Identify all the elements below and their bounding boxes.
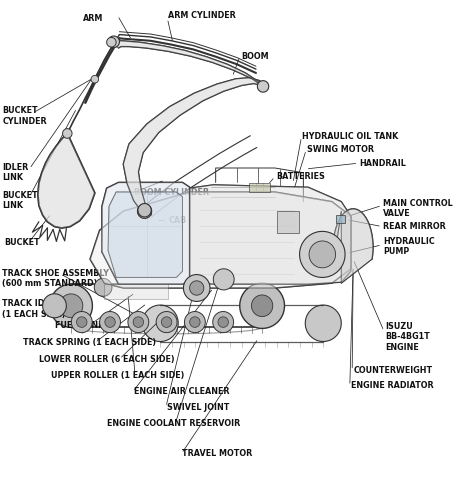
Polygon shape [190, 281, 204, 295]
Text: ENGINE COOLANT RESERVOIR: ENGINE COOLANT RESERVOIR [107, 419, 240, 428]
Polygon shape [91, 75, 99, 83]
Text: TRACK SPRING (1 EACH SIDE): TRACK SPRING (1 EACH SIDE) [23, 338, 156, 347]
Polygon shape [240, 283, 284, 328]
Polygon shape [105, 317, 115, 327]
Polygon shape [128, 312, 149, 333]
Text: LOWER ROLLER (6 EACH SIDE): LOWER ROLLER (6 EACH SIDE) [39, 355, 174, 363]
Polygon shape [249, 183, 270, 192]
Polygon shape [94, 278, 112, 296]
Polygon shape [162, 317, 172, 327]
Polygon shape [102, 182, 190, 284]
Text: SWIVEL JOINT: SWIVEL JOINT [167, 403, 229, 411]
Text: MAIN CONTROL
VALVE: MAIN CONTROL VALVE [383, 199, 453, 218]
Polygon shape [336, 215, 345, 223]
Text: REAR MIRROR: REAR MIRROR [383, 222, 446, 231]
Polygon shape [142, 305, 178, 341]
Polygon shape [43, 294, 66, 318]
Text: IDLER
LINK: IDLER LINK [2, 163, 28, 182]
Text: SWING MOTOR: SWING MOTOR [307, 145, 374, 154]
Polygon shape [300, 231, 345, 277]
Polygon shape [305, 305, 341, 341]
Text: TRACK IDLER
(1 EACH SIDE): TRACK IDLER (1 EACH SIDE) [2, 300, 66, 319]
Polygon shape [133, 317, 144, 327]
Text: BATTERIES: BATTERIES [276, 172, 325, 181]
Text: ENGINE RADIATOR: ENGINE RADIATOR [351, 382, 433, 390]
Polygon shape [138, 204, 151, 217]
Text: BOOM CYLINDER: BOOM CYLINDER [134, 189, 209, 197]
Polygon shape [63, 129, 72, 138]
Polygon shape [50, 284, 92, 327]
Text: ARM: ARM [83, 14, 103, 23]
Text: BOOM: BOOM [241, 52, 268, 61]
Polygon shape [59, 294, 83, 318]
Polygon shape [137, 204, 152, 218]
Polygon shape [190, 185, 351, 284]
Text: BUCKET
LINK: BUCKET LINK [2, 191, 38, 210]
Polygon shape [108, 192, 182, 277]
Polygon shape [213, 269, 234, 290]
Polygon shape [218, 317, 228, 327]
Polygon shape [104, 284, 168, 299]
Polygon shape [213, 312, 234, 333]
Text: UPPER ROLLER (1 EACH SIDE): UPPER ROLLER (1 EACH SIDE) [51, 371, 184, 380]
Polygon shape [257, 81, 269, 92]
Polygon shape [123, 78, 265, 215]
Polygon shape [100, 312, 120, 333]
Text: ISUZU
BB-4BG1T
ENGINE: ISUZU BB-4BG1T ENGINE [385, 322, 429, 352]
Polygon shape [252, 295, 273, 316]
Polygon shape [111, 41, 265, 88]
Text: CAB: CAB [168, 216, 187, 225]
Text: BUCKET: BUCKET [5, 239, 40, 247]
Text: HYDRAULIC
PUMP: HYDRAULIC PUMP [383, 237, 435, 256]
Polygon shape [277, 211, 299, 233]
Text: BUCKET
CYLINDER: BUCKET CYLINDER [2, 107, 47, 126]
Text: HYDRAULIC OIL TANK: HYDRAULIC OIL TANK [302, 132, 399, 141]
Polygon shape [38, 133, 95, 228]
Polygon shape [333, 209, 373, 283]
Polygon shape [90, 192, 351, 288]
Polygon shape [72, 312, 92, 333]
Text: HANDRAIL: HANDRAIL [359, 159, 406, 168]
Text: TRAVEL MOTOR: TRAVEL MOTOR [182, 449, 253, 458]
Polygon shape [183, 275, 210, 301]
Text: TRACK SHOE ASSEMBLY
(600 mm STANDARD): TRACK SHOE ASSEMBLY (600 mm STANDARD) [2, 269, 109, 288]
Text: ENGINE AIR CLEANER: ENGINE AIR CLEANER [134, 387, 229, 396]
Polygon shape [184, 312, 205, 333]
Polygon shape [156, 312, 177, 333]
Polygon shape [107, 37, 116, 47]
Text: ARM CYLINDER: ARM CYLINDER [168, 11, 236, 20]
Polygon shape [108, 36, 119, 48]
Polygon shape [309, 241, 336, 268]
Text: COUNTERWEIGHT: COUNTERWEIGHT [353, 366, 432, 375]
Text: FUEL TANK: FUEL TANK [55, 321, 104, 330]
Polygon shape [190, 317, 200, 327]
Polygon shape [77, 317, 87, 327]
